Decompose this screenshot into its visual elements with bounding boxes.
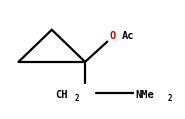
Text: NMe: NMe [135,90,154,100]
Text: 2: 2 [75,94,80,103]
Text: CH: CH [56,90,68,100]
Text: Ac: Ac [122,31,135,41]
Text: 2: 2 [167,94,172,103]
Text: O: O [109,31,115,41]
